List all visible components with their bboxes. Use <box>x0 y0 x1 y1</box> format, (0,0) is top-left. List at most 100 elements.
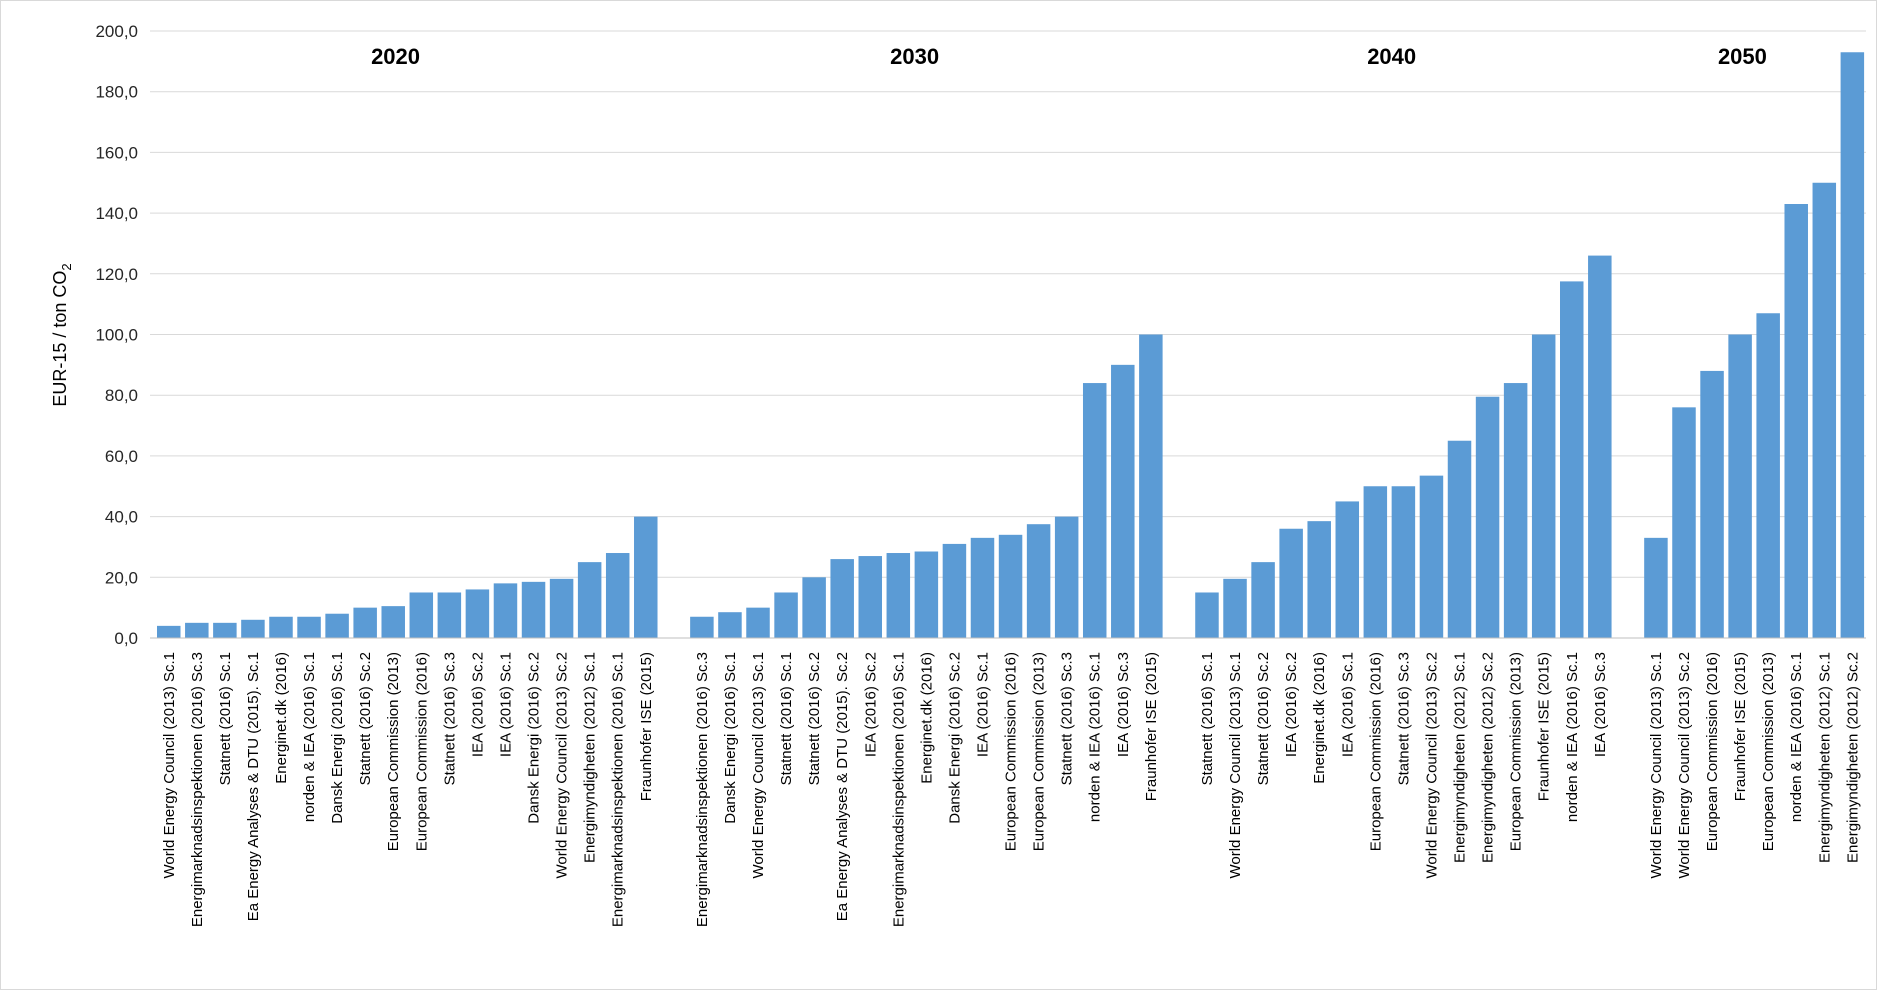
bar <box>1447 440 1472 638</box>
category-label: Ea Energy Analyses & DTU (2015). Sc.2 <box>834 652 851 921</box>
y-axis-tick-labels: 0,0 20,0 40,0 60,0 80,0 100,0 120,0 140,0 160,0 1… <box>95 22 138 648</box>
category-label: World Energy Council (2013) Sc.2 <box>1423 652 1440 879</box>
category-label: World Energy Council (2013) Sc.1 <box>750 652 767 879</box>
bar <box>886 553 911 638</box>
category-label: IEA (2016) Sc.1 <box>974 652 991 757</box>
bar <box>297 616 321 638</box>
group-label: 2020 <box>371 44 420 69</box>
category-label: Energimyndigheten (2012) Sc.2 <box>1480 652 1497 863</box>
bar <box>830 559 854 638</box>
y-tick-label: 180,0 <box>95 83 138 102</box>
category-label: Statnett (2016) Sc.3 <box>441 652 458 785</box>
bar <box>381 606 405 638</box>
bar <box>942 543 967 638</box>
bar <box>1700 370 1724 638</box>
y-tick-label: 100,0 <box>95 326 138 345</box>
category-label: Energimarknadsinspektionen (2016) Sc.3 <box>694 652 711 927</box>
group-labels: 2020 2030 2040 2050 <box>371 44 1767 69</box>
category-label: IEA (2016) Sc.3 <box>1592 652 1609 757</box>
category-label: Ea Energy Analyses & DTU (2015). Sc.1 <box>245 652 262 921</box>
bar <box>1840 52 1865 638</box>
bar <box>353 607 377 638</box>
bar <box>1560 281 1584 638</box>
bar <box>605 553 630 638</box>
category-label: Statnett (2016) Sc.2 <box>806 652 823 785</box>
category-label: Energimarknadsinspektionen (2016) Sc.1 <box>890 652 907 927</box>
bar <box>325 613 349 638</box>
y-tick-label: 140,0 <box>95 204 138 223</box>
bar <box>1812 182 1837 638</box>
category-label: European Commission (2016) <box>413 652 430 851</box>
category-label: Fraunhofer ISE (2015) <box>638 652 655 801</box>
category-label: IEA (2016) Sc.1 <box>1339 652 1356 757</box>
category-label: Energimarknadsinspektionen (2016) Sc.3 <box>189 652 206 927</box>
group-label: 2040 <box>1367 44 1416 69</box>
category-label: Energimyndigheten (2012) Sc.1 <box>582 652 599 863</box>
category-label: IEA (2016) Sc.2 <box>1283 652 1300 757</box>
bar <box>577 562 602 639</box>
category-label: European Commission (2016) <box>1367 652 1384 851</box>
bar <box>549 578 574 638</box>
y-tick-label: 200,0 <box>95 22 138 41</box>
bar <box>998 534 1023 638</box>
category-label: European Commission (2013) <box>1760 652 1777 851</box>
group-label: 2050 <box>1718 44 1767 69</box>
bar <box>690 616 714 638</box>
category-label: norden & IEA (2016) Sc.1 <box>1564 652 1581 822</box>
category-label: Dansk Energi (2016) Sc.2 <box>946 652 963 824</box>
category-label: European Commission (2013) <box>385 652 402 851</box>
bar <box>1139 334 1163 638</box>
bar <box>185 622 209 638</box>
category-label: norden & IEA (2016) Sc.1 <box>301 652 318 822</box>
y-tick-label: 40,0 <box>105 508 138 527</box>
category-label: IEA (2016) Sc.1 <box>497 652 514 757</box>
bar <box>1672 407 1696 638</box>
bar <box>746 607 770 638</box>
category-label: World Energy Council (2013) Sc.2 <box>1676 652 1693 879</box>
y-tick-label: 20,0 <box>105 568 138 587</box>
category-label: IEA (2016) Sc.2 <box>469 652 486 757</box>
category-label: Energimyndigheten (2012) Sc.1 <box>1452 652 1469 863</box>
bar <box>718 612 742 638</box>
bar <box>1251 562 1275 639</box>
y-tick-label: 120,0 <box>95 265 138 284</box>
category-label: Energinet.dk (2016) <box>918 652 935 784</box>
category-label: Statnett (2016) Sc.1 <box>1199 652 1216 785</box>
bar <box>1279 528 1303 638</box>
bar <box>1503 383 1528 638</box>
bar <box>1026 524 1051 638</box>
bar <box>914 551 939 638</box>
bar <box>634 516 658 638</box>
bar <box>213 622 237 638</box>
category-label: IEA (2016) Sc.2 <box>862 652 879 757</box>
y-axis-title: EUR-15 / ton CO2 <box>50 263 74 406</box>
category-label: Statnett (2016) Sc.2 <box>357 652 374 785</box>
bars <box>157 52 1865 639</box>
category-label: Fraunhofer ISE (2015) <box>1536 652 1553 801</box>
category-label: Fraunhofer ISE (2015) <box>1732 652 1749 801</box>
category-label: World Energy Council (2013) Sc.1 <box>161 652 178 879</box>
bar <box>1223 578 1247 638</box>
y-axis-title-subscript: 2 <box>59 263 74 270</box>
group-label: 2030 <box>890 44 939 69</box>
category-label: World Energy Council (2013) Sc.2 <box>554 652 571 879</box>
bar <box>1644 537 1668 638</box>
bar <box>1335 501 1360 638</box>
category-label: IEA (2016) Sc.3 <box>1115 652 1132 757</box>
bar <box>1531 334 1556 638</box>
category-label: Energimyndigheten (2012) Sc.2 <box>1844 652 1861 863</box>
bar <box>802 577 826 638</box>
y-axis-title-main: EUR-15 / ton CO <box>50 271 70 407</box>
category-labels: World Energy Council (2013) Sc.1 Energima… <box>161 652 1862 927</box>
category-label: European Commission (2016) <box>1003 652 1020 851</box>
bar <box>269 616 293 638</box>
bar <box>465 589 490 638</box>
category-label: norden & IEA (2016) Sc.1 <box>1087 652 1104 822</box>
bar <box>858 556 882 638</box>
bar <box>1363 486 1388 638</box>
bar <box>241 619 265 638</box>
category-label: Statnett (2016) Sc.1 <box>217 652 234 785</box>
bar <box>157 625 181 638</box>
